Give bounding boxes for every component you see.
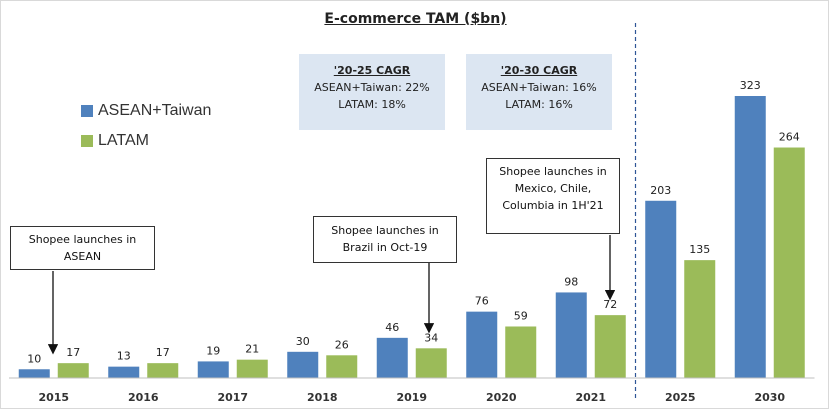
legend-swatch-latam xyxy=(81,135,93,147)
data-label: 19 xyxy=(206,344,220,357)
cagr-line: LATAM: 16% xyxy=(505,98,573,111)
bar xyxy=(645,200,677,378)
data-label: 203 xyxy=(650,184,671,197)
data-label: 21 xyxy=(245,343,259,356)
data-label: 135 xyxy=(689,243,710,256)
data-label: 17 xyxy=(156,346,170,359)
x-tick-label: 2030 xyxy=(754,391,785,404)
bar xyxy=(326,355,358,378)
data-label: 98 xyxy=(564,275,578,288)
data-label: 10 xyxy=(27,352,41,365)
cagr-line: ASEAN+Taiwan: 22% xyxy=(314,81,430,94)
x-tick-label: 2015 xyxy=(38,391,69,404)
cagr-box-2020-30: '20-30 CAGR ASEAN+Taiwan: 16% LATAM: 16% xyxy=(466,54,612,130)
cagr-heading: '20-30 CAGR xyxy=(500,64,578,77)
bar xyxy=(376,337,408,378)
x-tick-label: 2021 xyxy=(575,391,606,404)
data-label: 13 xyxy=(117,350,131,363)
x-tick-label: 2025 xyxy=(665,391,696,404)
data-label: 34 xyxy=(424,331,438,344)
bar xyxy=(734,96,766,378)
data-label: 59 xyxy=(514,309,528,322)
annotation-line: Shopee launches in xyxy=(28,233,137,246)
annotation-line: Mexico, Chile, xyxy=(514,182,592,195)
x-tick-label: 2019 xyxy=(396,391,427,404)
bar xyxy=(773,147,805,378)
data-label: 30 xyxy=(296,335,310,348)
bar xyxy=(505,326,537,378)
legend-label-asean: ASEAN+Taiwan xyxy=(98,102,212,119)
x-tick-label: 2018 xyxy=(307,391,338,404)
legend-item-asean: ASEAN+Taiwan xyxy=(81,96,211,126)
annotation-line: ASEAN xyxy=(63,250,102,263)
data-label: 76 xyxy=(475,295,489,308)
annotation-line: Columbia in 1H'21 xyxy=(502,199,604,212)
x-tick-label: 2020 xyxy=(486,391,517,404)
bar xyxy=(466,311,498,378)
data-label: 323 xyxy=(740,79,761,92)
x-tick-label: 2017 xyxy=(217,391,248,404)
annotation-line: Shopee launches in xyxy=(331,224,439,237)
annotation-asean-launch: Shopee launches in ASEAN xyxy=(10,226,155,270)
data-label: 26 xyxy=(335,338,349,351)
bar xyxy=(594,315,626,378)
chart-title: E-commerce TAM ($bn) xyxy=(324,11,507,27)
bar xyxy=(108,366,140,378)
data-label: 72 xyxy=(603,298,617,311)
bar xyxy=(236,359,268,378)
data-label: 17 xyxy=(66,346,80,359)
legend-label-latam: LATAM xyxy=(98,132,149,149)
cagr-box-2020-25: '20-25 CAGR ASEAN+Taiwan: 22% LATAM: 18% xyxy=(299,54,445,130)
legend-item-latam: LATAM xyxy=(81,126,211,156)
x-tick-label: 2016 xyxy=(128,391,159,404)
legend: ASEAN+Taiwan LATAM xyxy=(81,96,211,156)
data-label: 46 xyxy=(385,321,399,334)
bar xyxy=(147,363,179,378)
legend-swatch-asean xyxy=(81,105,93,117)
cagr-line: ASEAN+Taiwan: 16% xyxy=(481,81,597,94)
bar xyxy=(287,351,319,378)
cagr-line: LATAM: 18% xyxy=(338,98,406,111)
annotation-line: Shopee launches in xyxy=(499,165,607,178)
bar xyxy=(555,292,587,378)
bar xyxy=(57,363,89,378)
bar xyxy=(18,369,50,378)
cagr-heading: '20-25 CAGR xyxy=(333,64,411,77)
annotation-brazil-launch: Shopee launches in Brazil in Oct-19 xyxy=(313,216,457,263)
annotation-mexico-launch: Shopee launches in Mexico, Chile, Columb… xyxy=(486,158,620,234)
annotation-line: Brazil in Oct-19 xyxy=(342,241,428,254)
bar xyxy=(684,260,716,378)
bar xyxy=(415,348,447,378)
bar xyxy=(197,361,229,378)
data-label: 264 xyxy=(779,131,800,144)
